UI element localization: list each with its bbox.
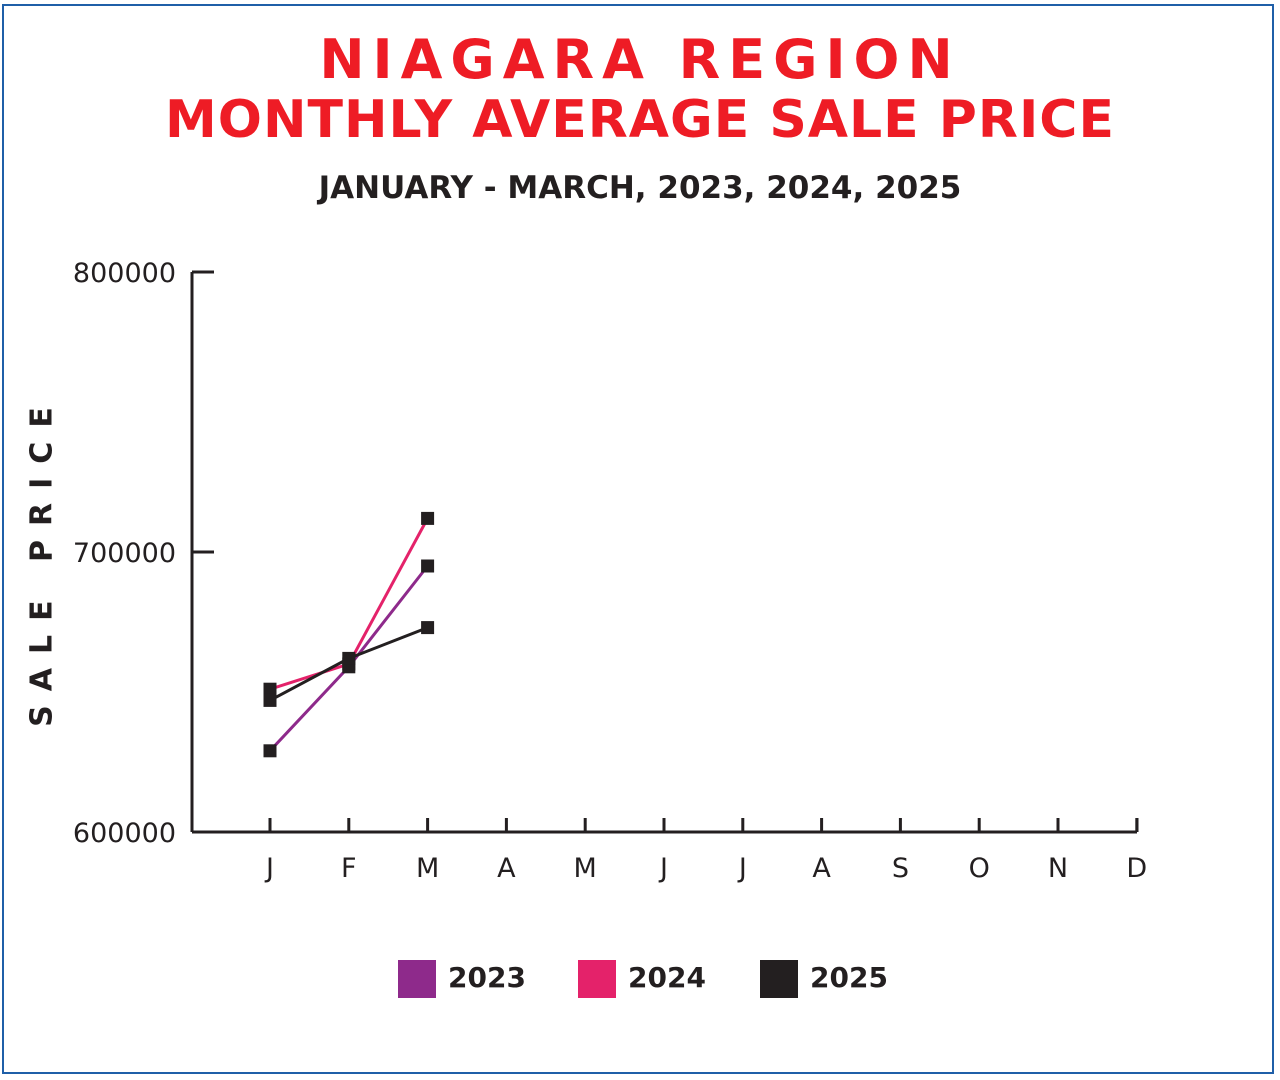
chart-frame	[2, 4, 1274, 1074]
x-tick-label: J	[737, 853, 747, 884]
data-point-2023	[263, 744, 277, 758]
chart-title: NIAGARA REGION	[319, 28, 961, 91]
data-point-2025	[263, 693, 277, 707]
x-tick-label: A	[497, 853, 516, 884]
x-tick-label: S	[892, 853, 909, 884]
x-tick-label: O	[969, 853, 990, 884]
y-tick-label: 800000	[73, 258, 176, 289]
legend-label-2023: 2023	[448, 961, 526, 994]
x-tick-label: J	[658, 853, 668, 884]
chart-axes: 800000 700000 600000 J F M A M J J A S O N D	[73, 258, 1147, 884]
x-tick-label: A	[812, 853, 831, 884]
x-tick-label: M	[416, 853, 439, 884]
x-tick-label: N	[1048, 853, 1068, 884]
chart-subtitle: JANUARY - MARCH, 2023, 2024, 2025	[318, 170, 962, 206]
legend: 2023 2024 2025	[0, 958, 1280, 1000]
legend-swatch-2025	[760, 960, 798, 998]
data-point-2023	[421, 559, 435, 573]
y-tick-label: 600000	[73, 818, 176, 849]
data-point-2024	[421, 511, 435, 525]
x-tick-label: J	[264, 853, 274, 884]
data-point-2024	[263, 682, 277, 696]
legend-swatch-2023	[398, 960, 436, 998]
series-layer	[263, 511, 435, 758]
legend-label-2025: 2025	[810, 961, 888, 994]
data-point-2025	[421, 621, 435, 635]
x-tick-label: D	[1126, 853, 1147, 884]
y-tick-label: 700000	[73, 538, 176, 569]
x-tick-label: F	[341, 853, 357, 884]
legend-label-2024: 2024	[628, 961, 706, 994]
data-point-2025	[342, 651, 356, 665]
chart-title-line2: MONTHLY AVERAGE SALE PRICE	[165, 90, 1115, 150]
legend-swatch-2024	[578, 960, 616, 998]
x-tick-label: M	[574, 853, 597, 884]
